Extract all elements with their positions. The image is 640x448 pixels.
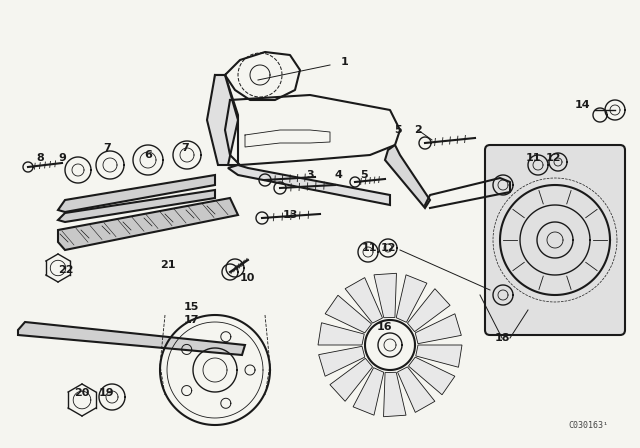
Text: 11: 11 [525,153,541,163]
Polygon shape [325,295,372,333]
Polygon shape [385,145,430,208]
Polygon shape [318,323,364,345]
Text: 13: 13 [282,210,298,220]
Polygon shape [18,322,245,355]
Text: 14: 14 [574,100,590,110]
Text: 22: 22 [58,265,74,275]
Text: 9: 9 [58,153,66,163]
Polygon shape [330,358,372,401]
Polygon shape [345,278,383,323]
Polygon shape [58,198,238,250]
Text: 5: 5 [394,125,402,135]
Text: 15: 15 [183,302,198,312]
Polygon shape [319,346,365,376]
Polygon shape [397,367,435,413]
Text: 7: 7 [103,143,111,153]
Text: 3: 3 [306,170,314,180]
Text: 12: 12 [380,243,396,253]
Text: 19: 19 [99,388,115,398]
Polygon shape [408,289,450,332]
Polygon shape [383,372,406,417]
Text: 12: 12 [545,153,561,163]
Text: 11: 11 [361,243,377,253]
Text: 4: 4 [334,170,342,180]
Polygon shape [207,75,238,165]
Text: 2: 2 [414,125,422,135]
Text: 7: 7 [181,143,189,153]
Text: 5: 5 [360,170,368,180]
Text: 6: 6 [144,150,152,160]
Text: 18: 18 [494,333,509,343]
Polygon shape [408,357,455,395]
Text: 10: 10 [239,273,255,283]
Polygon shape [58,175,215,212]
Text: C030163¹: C030163¹ [568,421,608,430]
Text: 8: 8 [36,153,44,163]
Text: 20: 20 [74,388,90,398]
Polygon shape [416,345,462,367]
Polygon shape [58,190,215,222]
Text: 17: 17 [183,315,199,325]
Text: 21: 21 [160,260,176,270]
Polygon shape [353,368,384,415]
Text: 16: 16 [377,322,393,332]
Text: 1: 1 [341,57,349,67]
FancyBboxPatch shape [485,145,625,335]
Polygon shape [415,314,461,344]
Polygon shape [228,165,390,205]
Polygon shape [396,275,427,322]
Polygon shape [374,273,396,318]
